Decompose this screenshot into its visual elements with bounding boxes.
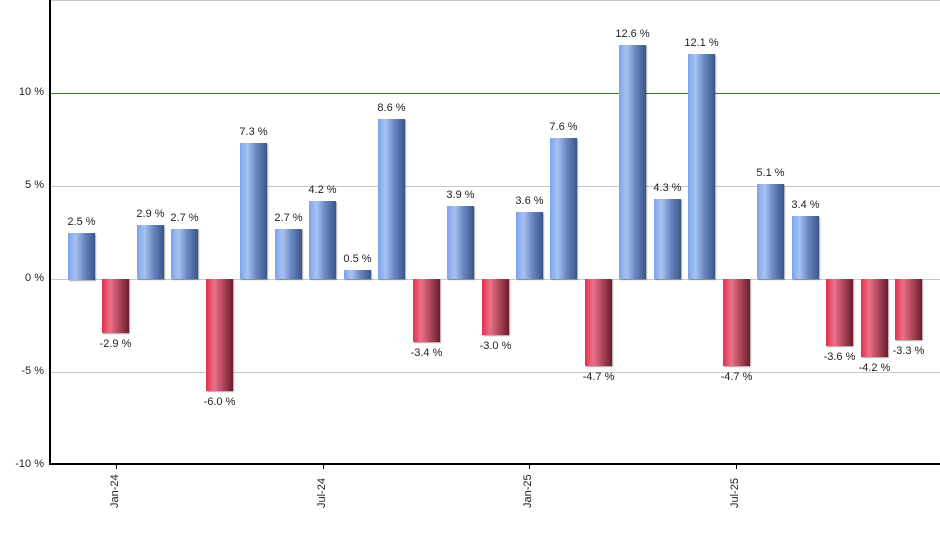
x-tick	[323, 464, 324, 469]
bar-Sep-25	[792, 216, 819, 279]
bar-Aug-24	[344, 270, 371, 279]
y-axis-line	[49, 0, 51, 465]
bar-Dec-24	[482, 279, 509, 335]
x-axis-line	[49, 463, 940, 465]
x-tick	[736, 464, 737, 469]
bar-value-label: 2.5 %	[67, 216, 96, 228]
bar-value-label: 3.9 %	[446, 189, 475, 201]
x-tick	[116, 464, 117, 469]
bar-Feb-24	[137, 225, 164, 279]
x-tick	[529, 464, 530, 469]
bar-Aug-25	[757, 184, 784, 279]
reference-line	[50, 93, 940, 94]
bar-May-24	[240, 143, 267, 279]
bar-Dec-25	[895, 279, 922, 340]
bar-May-25	[654, 199, 681, 279]
bar-value-label: -3.6 %	[823, 351, 856, 363]
bar-value-label: -3.3 %	[892, 345, 925, 357]
bar-Mar-25	[585, 279, 612, 366]
bar-value-label: -3.0 %	[479, 340, 512, 352]
bar-Sep-24	[378, 119, 405, 279]
y-tick-label: 5 %	[25, 179, 44, 191]
bar-Apr-25	[619, 45, 646, 279]
bar-value-label: -2.9 %	[99, 338, 132, 350]
bar-value-label: 5.1 %	[756, 167, 785, 179]
bar-Feb-25	[550, 138, 577, 279]
bar-value-label: -4.7 %	[720, 371, 753, 383]
bar-value-label: 8.6 %	[377, 102, 406, 114]
bar-value-label: 7.6 %	[549, 121, 578, 133]
bar-Oct-25	[826, 279, 853, 346]
bar-value-label: 3.6 %	[515, 195, 544, 207]
bar-Apr-24	[206, 279, 233, 391]
bar-value-label: 4.3 %	[653, 182, 682, 194]
y-tick-label: -5 %	[21, 365, 44, 377]
bar-Jan-24	[102, 279, 129, 333]
bar-value-label: 12.1 %	[684, 37, 719, 49]
bar-value-label: 7.3 %	[239, 126, 268, 138]
bar-Oct-24	[413, 279, 440, 342]
bar-value-label: 3.4 %	[791, 199, 820, 211]
bar-value-label: 0.5 %	[343, 253, 372, 265]
x-tick-label: Jul-25	[729, 478, 741, 508]
bar-Jun-24	[275, 229, 302, 279]
bar-Dec-23	[68, 233, 95, 280]
bar-value-label: 2.9 %	[136, 208, 165, 220]
bar-Jul-25	[723, 279, 750, 366]
bar-value-label: -4.2 %	[858, 362, 891, 374]
bar-value-label: 2.7 %	[274, 212, 303, 224]
bar-Nov-25	[861, 279, 888, 357]
bar-Nov-24	[447, 206, 474, 279]
bar-Mar-24	[171, 229, 198, 279]
gridline	[50, 0, 940, 1]
bar-Jun-25	[688, 54, 715, 279]
bar-value-label: 12.6 %	[615, 28, 650, 40]
y-tick-label: -10 %	[15, 458, 44, 470]
bar-value-label: -4.7 %	[582, 371, 615, 383]
bar-Jul-24	[309, 201, 336, 279]
bar-value-label: -6.0 %	[203, 396, 236, 408]
gridline	[50, 186, 940, 187]
bar-value-label: -3.4 %	[410, 347, 443, 359]
bar-Jan-25	[516, 212, 543, 279]
gridline	[50, 372, 940, 373]
bar-value-label: 2.7 %	[170, 212, 199, 224]
y-tick-label: 10 %	[18, 86, 44, 98]
x-tick-label: Jan-25	[522, 474, 534, 508]
x-tick-label: Jan-24	[109, 474, 121, 508]
x-tick-label: Jul-24	[316, 478, 328, 508]
y-tick-label: 0 %	[25, 272, 44, 284]
bar-value-label: 4.2 %	[308, 184, 337, 196]
